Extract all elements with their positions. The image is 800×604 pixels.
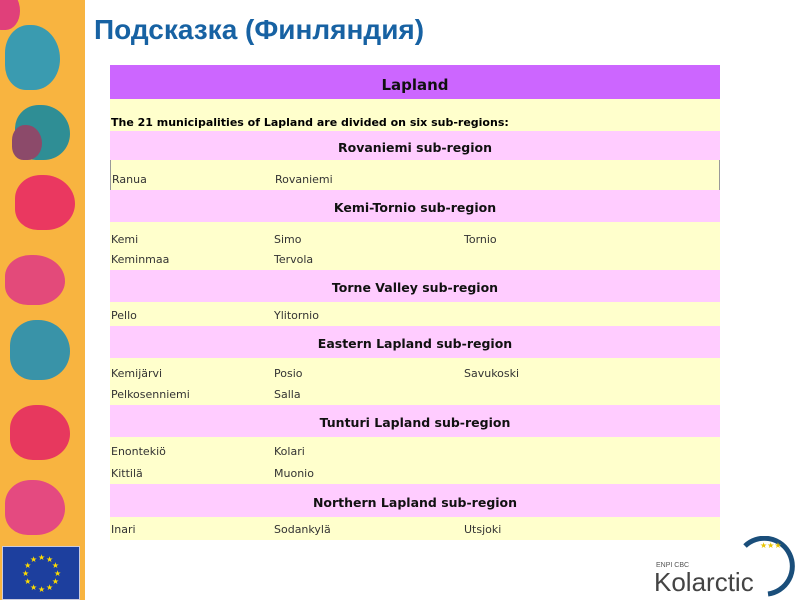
kolarctic-logo: ★★★ ENPI CBC Kolarctic <box>640 535 800 600</box>
table-row: Inari Sodankylä Utsjoki <box>110 517 720 540</box>
municipality-cell: Kolari <box>274 445 305 458</box>
municipality-cell: Muonio <box>274 467 314 480</box>
star-icon: ★ <box>38 585 45 594</box>
table-row: Kemijärvi Posio Savukoski <box>110 358 720 384</box>
subregion-header: Kemi-Tornio sub-region <box>110 190 720 222</box>
municipality-cell: Pelkosenniemi <box>111 388 190 401</box>
table-row: Pelkosenniemi Salla <box>110 384 720 405</box>
lapland-table: Lapland The 21 municipalities of Lapland… <box>110 65 720 540</box>
municipality-cell: Tervola <box>274 253 314 266</box>
kolarctic-wordmark: Kolarctic <box>654 567 754 597</box>
table-row: Kemi Simo Tornio <box>110 222 720 250</box>
municipality-cell: Posio <box>274 367 303 380</box>
municipality-cell: Simo <box>274 233 302 246</box>
municipality-cell: Utsjoki <box>464 523 502 536</box>
star-icon: ★ <box>52 561 59 570</box>
enpi-cbc-label: ENPI CBC <box>656 562 690 569</box>
star-icon: ★ <box>52 577 59 586</box>
star-icon: ★ <box>30 583 37 592</box>
table-row: Pello Ylitornio <box>110 302 720 326</box>
municipality-cell: Inari <box>111 523 136 536</box>
table-row: Ranua Rovaniemi <box>110 160 720 190</box>
eu-flag-logo: ★ ★ ★ ★ ★ ★ ★ ★ ★ ★ ★ ★ <box>2 546 80 600</box>
municipality-cell: Enontekiö <box>111 445 166 458</box>
table-row: Keminmaa Tervola <box>110 250 720 270</box>
star-icon: ★ <box>24 577 31 586</box>
star-icon: ★ <box>54 569 61 578</box>
municipality-cell: Pello <box>111 309 137 322</box>
star-icon: ★ <box>22 569 29 578</box>
star-icon: ★ <box>46 555 53 564</box>
star-icon: ★ <box>38 553 45 562</box>
municipality-cell: Ylitornio <box>274 309 319 322</box>
municipality-cell: Savukoski <box>464 367 520 380</box>
svg-text:★★★: ★★★ <box>760 541 782 550</box>
decorative-handprint-strip <box>0 0 85 600</box>
subregion-header: Eastern Lapland sub-region <box>110 326 720 358</box>
subregion-header: Torne Valley sub-region <box>110 270 720 302</box>
municipality-cell: Salla <box>274 388 301 401</box>
municipality-cell: Kittilä <box>111 467 143 480</box>
subregion-header: Northern Lapland sub-region <box>110 484 720 517</box>
municipality-cell: Tornio <box>464 233 497 246</box>
star-icon: ★ <box>24 561 31 570</box>
municipality-cell: Rovaniemi <box>275 173 333 186</box>
eu-stars-icon: ★ ★★★★★★★★★★★ <box>22 553 61 594</box>
star-icon: ★ <box>46 583 53 592</box>
subregion-header: Rovaniemi sub-region <box>110 131 720 160</box>
municipality-cell: Kemi <box>111 233 139 246</box>
municipality-cell: Ranua <box>112 173 147 186</box>
table-header: Lapland <box>110 65 720 99</box>
municipality-cell: Sodankylä <box>274 523 331 536</box>
table-row: Kittilä Muonio <box>110 462 720 484</box>
star-icon: ★ <box>30 555 37 564</box>
municipality-cell: Keminmaa <box>111 253 170 266</box>
table-row: Enontekiö Kolari <box>110 437 720 462</box>
municipality-cell: Kemijärvi <box>111 367 163 380</box>
kolarctic-arc-icon: ★★★ <box>743 535 795 597</box>
page-title: Подсказка (Финляндия) <box>94 14 425 45</box>
subregion-header: Tunturi Lapland sub-region <box>110 405 720 437</box>
table-intro: The 21 municipalities of Lapland are div… <box>110 99 720 131</box>
